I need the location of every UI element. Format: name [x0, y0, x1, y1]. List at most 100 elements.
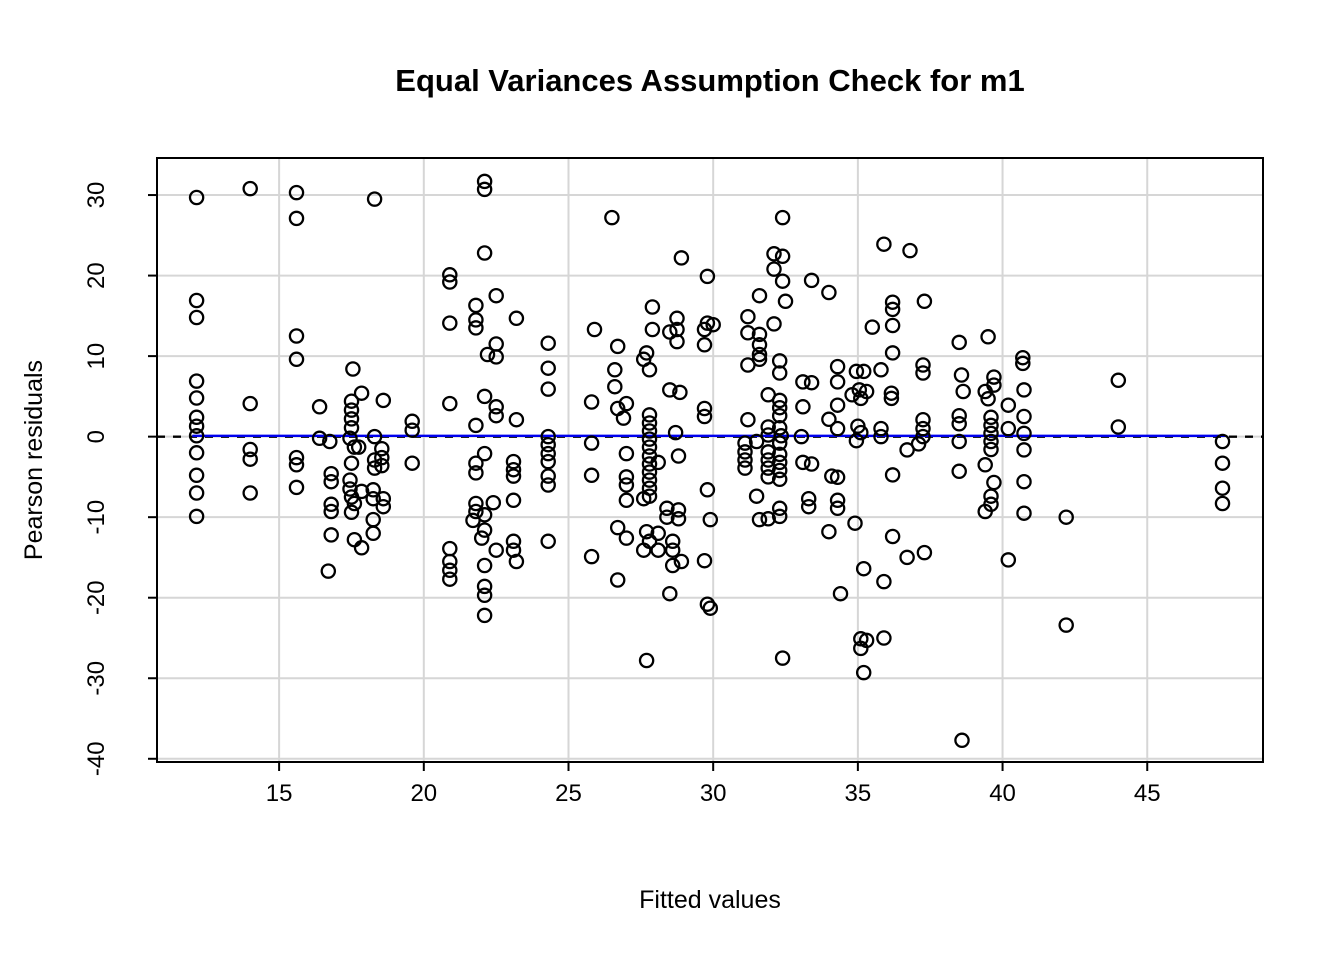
- data-point: [954, 732, 970, 749]
- x-tick-label: 20: [410, 780, 437, 807]
- data-point: [751, 287, 768, 304]
- data-point: [375, 392, 392, 409]
- data-point: [848, 432, 865, 449]
- data-point: [1016, 425, 1032, 442]
- data-point: [242, 180, 258, 197]
- data-point: [737, 452, 753, 468]
- data-point: [915, 411, 931, 428]
- data-point: [188, 485, 205, 501]
- data-point: [468, 465, 484, 481]
- data-point: [1016, 408, 1032, 425]
- data-point: [342, 472, 358, 488]
- data-point: [346, 495, 363, 512]
- data-point: [488, 349, 504, 365]
- data-point: [766, 261, 782, 277]
- data-point: [662, 585, 678, 602]
- grid-layer: [157, 158, 1263, 762]
- data-point: [699, 596, 716, 612]
- data-point: [664, 533, 681, 550]
- data-point: [771, 365, 788, 381]
- data-point: [664, 542, 681, 558]
- data-point: [953, 367, 970, 383]
- data-point: [855, 664, 872, 681]
- data-point: [540, 445, 556, 462]
- axis-ticks-layer: 15 20 25 30 35 40 45 -40 -30 -20 -10 0 10 20 30: [83, 182, 1161, 807]
- data-point: [488, 287, 504, 304]
- data-point: [366, 191, 383, 207]
- data-point: [821, 411, 837, 428]
- x-tick-label: 15: [266, 780, 293, 807]
- data-point: [847, 515, 863, 531]
- data-point: [699, 482, 716, 498]
- data-point: [188, 428, 205, 444]
- data-point: [951, 407, 967, 424]
- data-point: [748, 433, 765, 450]
- data-point: [1000, 552, 1017, 568]
- data-point: [910, 436, 927, 452]
- data-point: [751, 346, 768, 363]
- data-point: [540, 477, 556, 493]
- data-point: [374, 457, 390, 474]
- data-point: [664, 557, 681, 574]
- data-point: [404, 455, 420, 471]
- data-point: [667, 424, 684, 441]
- data-point: [855, 363, 872, 380]
- data-point: [488, 407, 504, 424]
- data-point: [876, 236, 892, 252]
- data-point: [751, 326, 768, 343]
- data-point: [322, 433, 338, 450]
- data-point: [505, 533, 522, 550]
- data-point: [442, 553, 458, 570]
- data-point: [737, 435, 753, 451]
- data-point: [365, 490, 381, 507]
- data-point: [288, 328, 305, 344]
- data-point: [288, 351, 305, 368]
- data-point: [404, 422, 420, 438]
- data-point: [803, 456, 820, 472]
- data-point: [540, 436, 556, 453]
- data-point: [771, 399, 788, 416]
- data-point: [343, 411, 360, 427]
- data-point: [873, 428, 889, 445]
- data-point: [635, 490, 652, 507]
- data-point: [442, 540, 458, 557]
- data-point: [609, 519, 626, 536]
- data-point: [540, 381, 556, 397]
- data-point: [670, 511, 687, 527]
- data-point: [188, 390, 205, 406]
- data-point: [795, 374, 811, 390]
- x-axis-title: Fitted values: [639, 886, 781, 914]
- data-point: [476, 587, 493, 604]
- data-point: [1016, 442, 1032, 458]
- data-point: [1110, 372, 1127, 389]
- x-tick-label: 45: [1134, 780, 1161, 807]
- data-point: [638, 652, 655, 669]
- data-point: [771, 500, 788, 517]
- data-point: [615, 410, 632, 426]
- data-point: [375, 490, 392, 507]
- data-point: [508, 411, 525, 428]
- data-point: [916, 544, 933, 561]
- data-point: [641, 456, 658, 472]
- data-point: [618, 492, 635, 509]
- data-point: [583, 467, 600, 484]
- data-point: [740, 325, 756, 341]
- data-point: [821, 284, 837, 301]
- y-axis-title: Pearson residuals: [20, 360, 48, 560]
- data-point: [915, 365, 931, 381]
- data-point: [288, 449, 305, 466]
- data-point: [343, 393, 360, 409]
- data-point: [773, 428, 789, 444]
- data-point: [188, 508, 205, 525]
- data-point: [404, 413, 420, 430]
- data-point: [479, 346, 496, 363]
- data-point: [288, 479, 305, 496]
- data-point: [983, 441, 999, 458]
- data-point: [670, 502, 687, 518]
- data-point: [540, 428, 556, 445]
- data-point: [353, 385, 370, 401]
- data-point: [311, 399, 328, 415]
- data-point: [505, 461, 522, 478]
- data-point: [650, 454, 666, 471]
